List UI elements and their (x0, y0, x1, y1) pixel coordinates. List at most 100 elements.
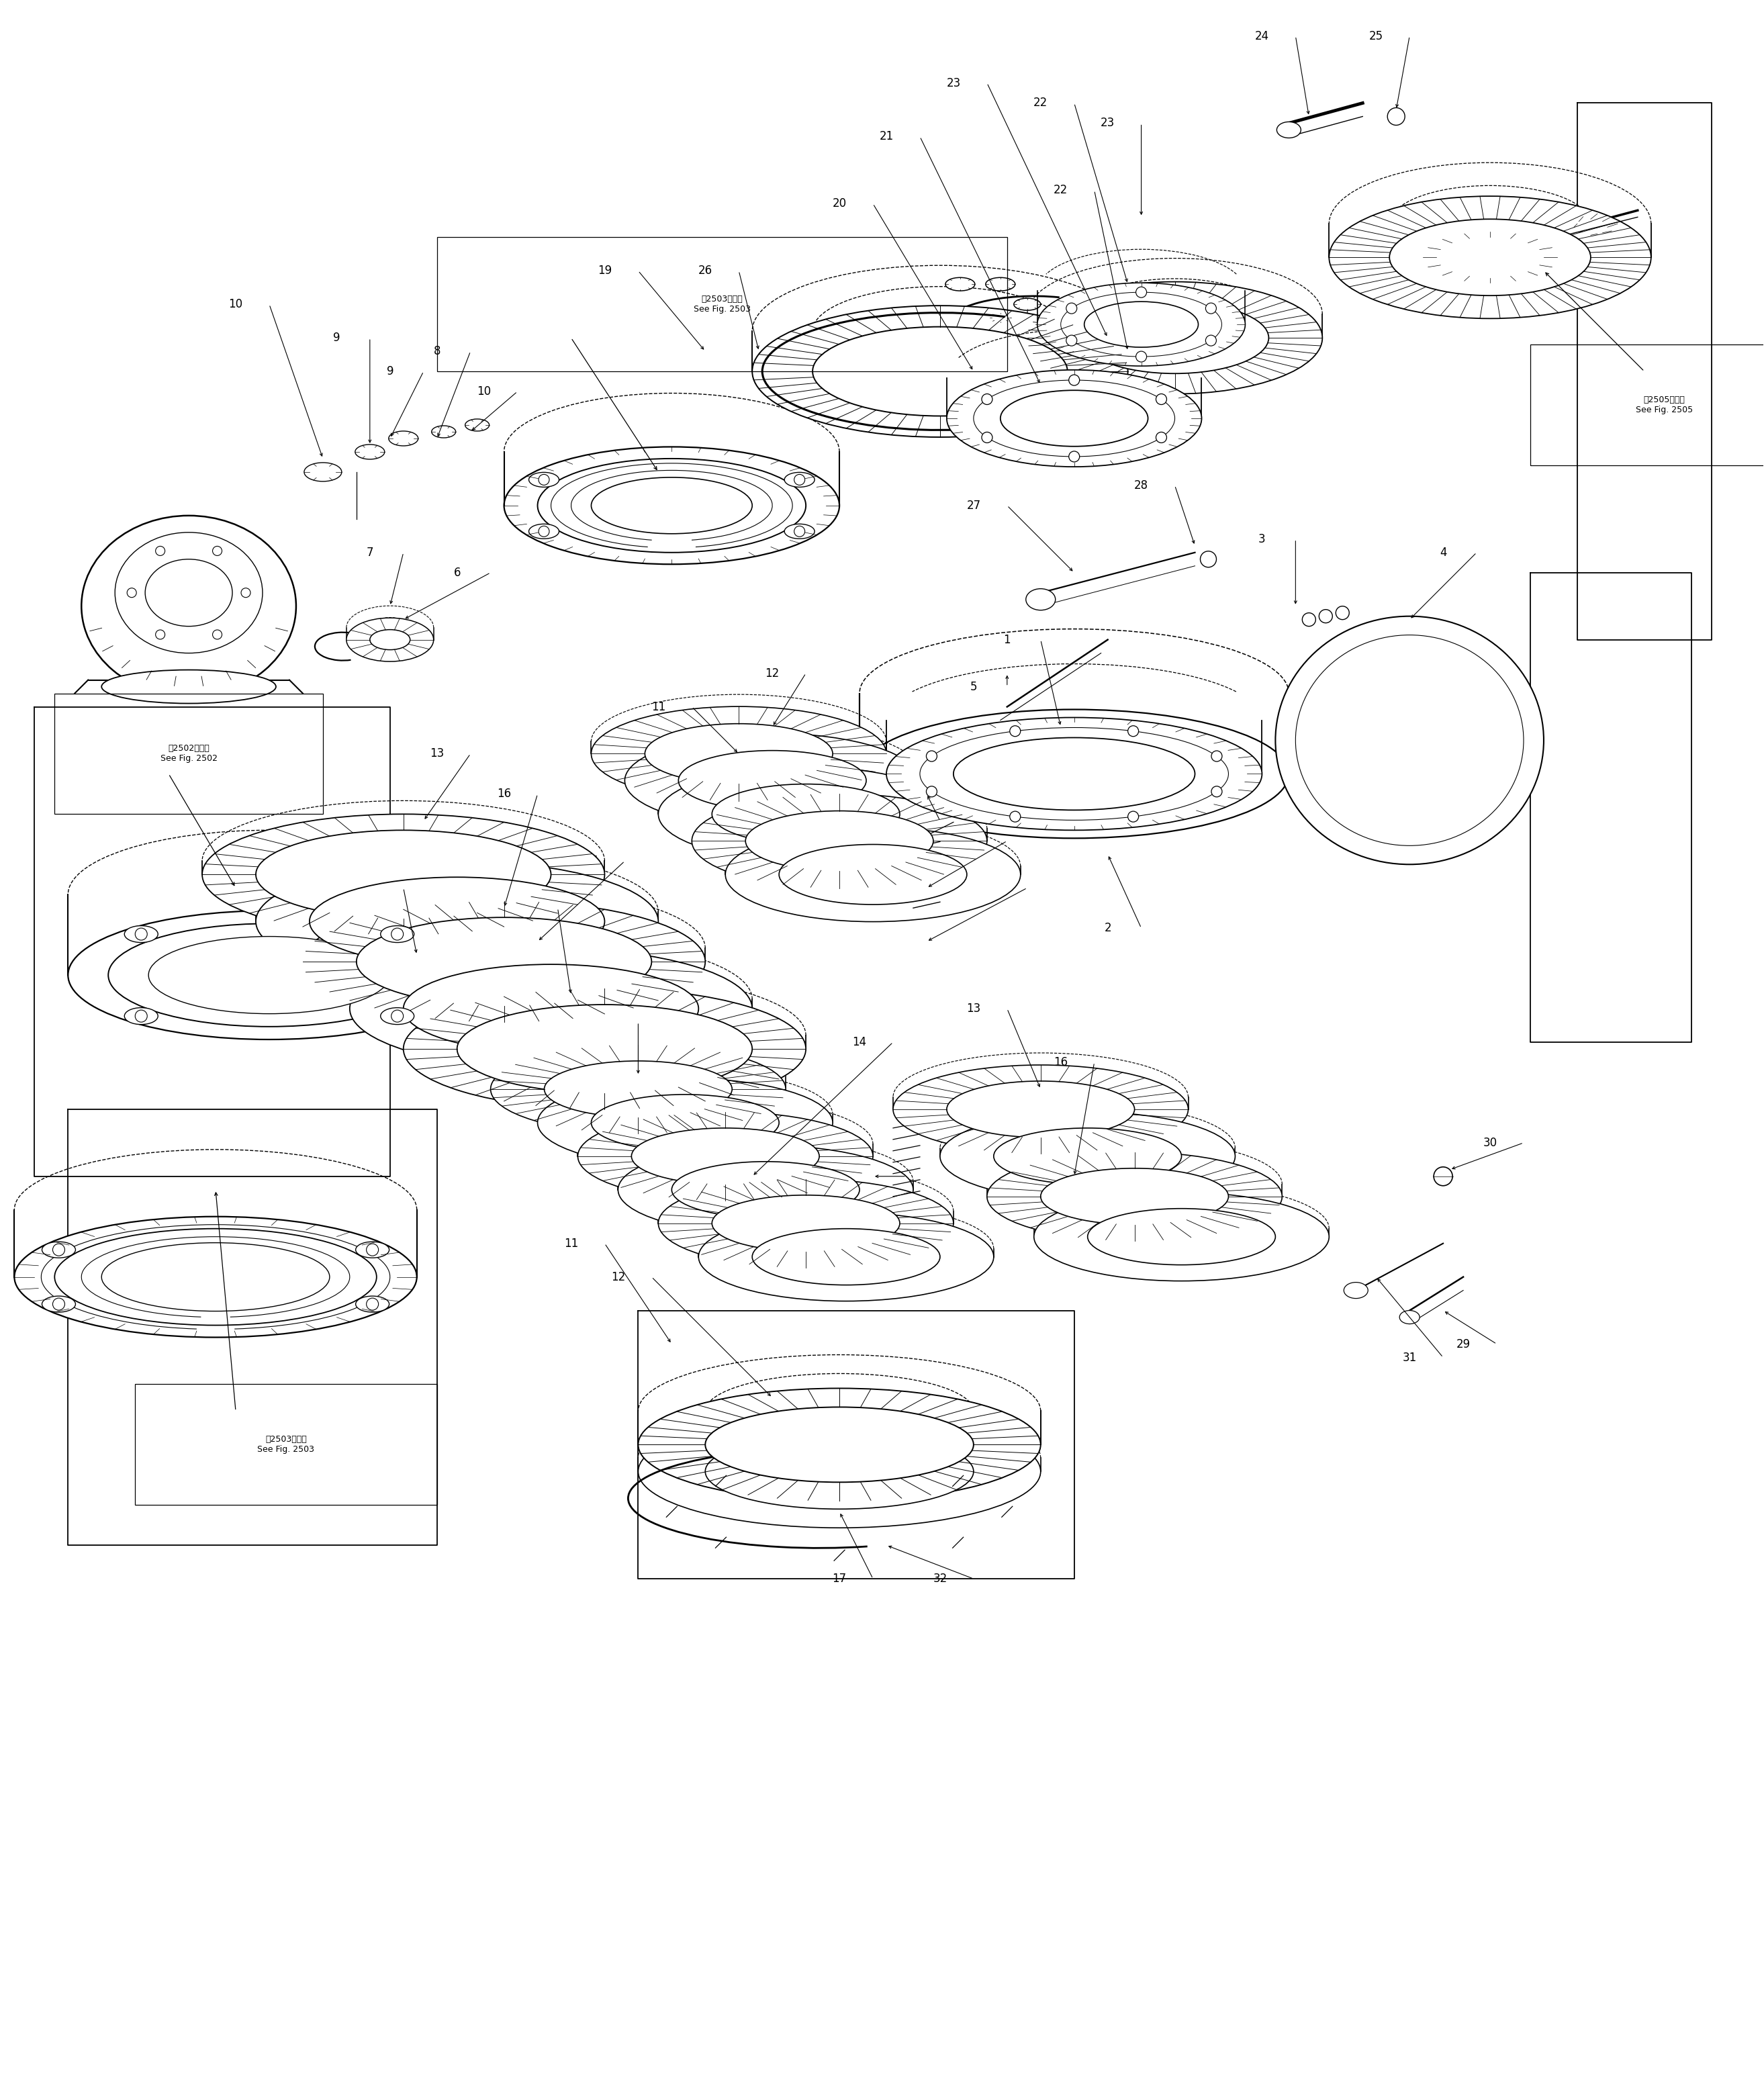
Ellipse shape (1390, 219, 1591, 296)
Ellipse shape (381, 925, 415, 942)
Circle shape (1136, 287, 1147, 298)
Ellipse shape (1000, 390, 1148, 446)
Ellipse shape (115, 533, 263, 654)
Text: 9: 9 (333, 331, 340, 344)
Ellipse shape (69, 910, 471, 1039)
Ellipse shape (356, 917, 651, 1006)
Ellipse shape (639, 1414, 1041, 1527)
Circle shape (1155, 431, 1166, 444)
Ellipse shape (538, 458, 806, 552)
Ellipse shape (55, 1229, 376, 1325)
Text: 4: 4 (903, 814, 910, 827)
Text: 8: 8 (434, 346, 441, 358)
Ellipse shape (81, 517, 296, 696)
Ellipse shape (579, 1112, 873, 1200)
Circle shape (1388, 108, 1404, 125)
Circle shape (155, 629, 166, 639)
Text: 4: 4 (1439, 546, 1446, 558)
Text: 27: 27 (967, 500, 981, 512)
Ellipse shape (125, 925, 159, 942)
Circle shape (53, 1244, 65, 1256)
Text: 28: 28 (1134, 479, 1148, 492)
Text: 20: 20 (833, 198, 847, 210)
Text: 5: 5 (970, 681, 977, 694)
Ellipse shape (886, 717, 1261, 831)
Ellipse shape (1085, 302, 1198, 348)
Text: 第2502図参照
See Fig. 2502: 第2502図参照 See Fig. 2502 (161, 744, 217, 762)
Text: 11: 11 (564, 1237, 579, 1250)
Ellipse shape (946, 277, 975, 292)
Circle shape (1065, 335, 1076, 346)
Ellipse shape (940, 1112, 1235, 1200)
Circle shape (1136, 352, 1147, 362)
Circle shape (136, 1010, 146, 1023)
Ellipse shape (1277, 121, 1300, 137)
Ellipse shape (639, 1387, 1041, 1502)
Ellipse shape (404, 964, 699, 1052)
Ellipse shape (706, 1433, 974, 1508)
Text: 22: 22 (1053, 183, 1067, 196)
Circle shape (1205, 335, 1217, 346)
Text: 16: 16 (497, 787, 512, 800)
Ellipse shape (725, 827, 1021, 921)
Ellipse shape (529, 473, 559, 487)
Ellipse shape (1027, 589, 1055, 610)
Ellipse shape (1035, 319, 1060, 329)
Text: 6: 6 (453, 567, 460, 579)
Ellipse shape (706, 1408, 974, 1483)
Ellipse shape (679, 750, 866, 810)
Text: 12: 12 (610, 1271, 624, 1283)
Ellipse shape (349, 948, 751, 1069)
Ellipse shape (538, 1079, 833, 1166)
Text: 10: 10 (476, 385, 490, 398)
Text: 31: 31 (1402, 1352, 1416, 1364)
Circle shape (392, 1010, 404, 1023)
Ellipse shape (1328, 196, 1651, 319)
Ellipse shape (1037, 283, 1245, 367)
Ellipse shape (591, 477, 751, 533)
Text: 32: 32 (933, 1573, 947, 1585)
Ellipse shape (356, 1296, 390, 1312)
Ellipse shape (404, 989, 806, 1110)
Ellipse shape (780, 844, 967, 904)
Ellipse shape (646, 723, 833, 783)
Ellipse shape (813, 327, 1067, 417)
Ellipse shape (102, 1244, 330, 1310)
Ellipse shape (356, 1241, 390, 1258)
Text: 30: 30 (1484, 1137, 1498, 1150)
Circle shape (392, 929, 404, 939)
Text: 3: 3 (1258, 533, 1265, 546)
Ellipse shape (125, 1008, 159, 1025)
Text: 24: 24 (1254, 29, 1268, 42)
Circle shape (1212, 750, 1222, 762)
Ellipse shape (42, 1296, 76, 1312)
Ellipse shape (1014, 298, 1041, 310)
Ellipse shape (256, 831, 550, 919)
Ellipse shape (529, 525, 559, 539)
Text: 15: 15 (866, 1171, 880, 1183)
Ellipse shape (947, 371, 1201, 467)
Ellipse shape (370, 629, 409, 650)
Circle shape (794, 527, 804, 537)
Text: 12: 12 (766, 667, 780, 679)
Ellipse shape (947, 1081, 1134, 1137)
Ellipse shape (751, 1229, 940, 1285)
Ellipse shape (203, 814, 605, 935)
Ellipse shape (1081, 302, 1268, 373)
Ellipse shape (617, 1146, 914, 1233)
Circle shape (983, 431, 993, 444)
Circle shape (242, 587, 250, 598)
Text: 14: 14 (852, 1035, 866, 1048)
Ellipse shape (355, 444, 385, 458)
Circle shape (1205, 302, 1217, 315)
Ellipse shape (457, 1004, 751, 1094)
Ellipse shape (303, 462, 342, 481)
Ellipse shape (108, 923, 430, 1027)
Text: 26: 26 (699, 265, 713, 277)
Ellipse shape (1399, 1310, 1420, 1325)
Circle shape (367, 1244, 379, 1256)
Circle shape (1069, 452, 1080, 462)
Circle shape (1009, 810, 1021, 823)
Circle shape (926, 750, 937, 762)
Ellipse shape (691, 794, 988, 887)
